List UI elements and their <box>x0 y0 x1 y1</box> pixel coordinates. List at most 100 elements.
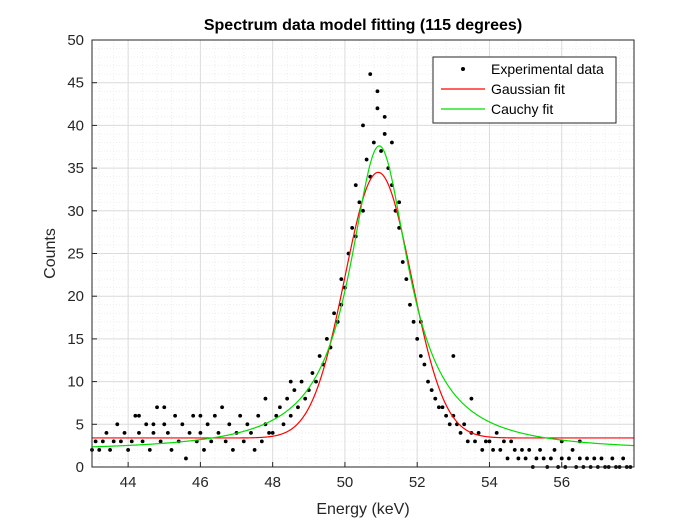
data-point <box>277 405 282 410</box>
data-point <box>129 439 134 444</box>
y-tick-label: 15 <box>67 331 84 348</box>
data-point <box>541 456 546 461</box>
y-tick-label: 0 <box>76 459 84 476</box>
data-point <box>285 396 290 401</box>
x-tick-label: 48 <box>264 474 281 491</box>
data-point <box>473 439 477 444</box>
axis-ticks: 44 46 48 50 52 54 56 0 5 10 15 20 25 30 35 40 45 50 <box>67 32 570 491</box>
data-point <box>570 448 575 452</box>
data-point <box>169 448 174 452</box>
data-point <box>364 157 369 162</box>
data-point <box>357 200 362 205</box>
data-point <box>371 140 376 145</box>
data-point <box>382 132 387 136</box>
legend-marker <box>461 67 465 71</box>
data-point <box>137 413 141 418</box>
y-tick-label: 25 <box>67 246 84 263</box>
data-point <box>509 439 514 444</box>
data-point <box>122 430 127 435</box>
x-tick-label: 46 <box>192 474 209 491</box>
data-point <box>303 396 308 401</box>
data-point <box>465 439 470 444</box>
data-point <box>505 456 510 461</box>
data-point <box>100 439 105 444</box>
data-point <box>444 413 449 418</box>
data-point <box>270 430 275 435</box>
data-point <box>592 456 597 461</box>
data-point <box>115 422 120 427</box>
legend-label: Experimental data <box>491 61 604 77</box>
data-point <box>527 448 532 452</box>
data-point <box>216 430 221 435</box>
data-point <box>491 448 495 452</box>
data-point <box>158 439 163 444</box>
data-point <box>296 405 300 410</box>
data-point <box>162 422 167 427</box>
data-point <box>426 379 430 384</box>
y-axis-label: Counts <box>42 228 59 279</box>
data-point <box>187 430 192 435</box>
data-point <box>198 430 203 435</box>
data-point <box>462 422 467 427</box>
data-point <box>133 413 138 418</box>
data-point <box>538 448 542 452</box>
data-point <box>173 413 178 418</box>
data-point <box>332 311 336 316</box>
x-tick-label: 56 <box>553 474 570 491</box>
data-point <box>447 422 452 427</box>
data-point <box>126 448 131 452</box>
data-point <box>155 405 159 410</box>
data-point <box>144 422 149 427</box>
data-point <box>567 456 571 461</box>
data-point <box>274 413 279 418</box>
data-point <box>205 422 210 427</box>
data-point <box>151 430 156 435</box>
data-point <box>361 123 365 128</box>
data-point <box>111 439 116 444</box>
legend-label: Cauchy fit <box>491 101 553 117</box>
data-point <box>353 183 358 188</box>
chart-title: Spectrum data model fitting (115 degrees… <box>204 17 522 34</box>
data-point <box>191 413 196 418</box>
data-point <box>238 413 243 418</box>
x-tick-label: 54 <box>481 474 498 491</box>
data-point <box>252 448 257 452</box>
legend-entry: Cauchy fit <box>441 101 553 117</box>
x-tick-label: 52 <box>409 474 426 491</box>
data-point <box>502 439 506 444</box>
data-point <box>104 430 109 435</box>
data-point <box>281 422 286 427</box>
data-point <box>162 405 167 410</box>
data-point <box>559 456 564 461</box>
data-point <box>147 448 152 452</box>
data-point <box>97 448 102 452</box>
data-point <box>429 388 434 393</box>
fit-curves <box>92 145 634 448</box>
legend-entry: Gaussian fit <box>441 81 565 97</box>
data-point <box>599 456 604 461</box>
data-point <box>577 456 582 461</box>
y-tick-label: 35 <box>67 160 84 177</box>
data-point <box>314 379 318 384</box>
data-point <box>476 430 481 435</box>
data-point <box>422 362 427 367</box>
data-point <box>548 456 553 461</box>
data-point <box>585 456 589 461</box>
data-point <box>512 448 517 452</box>
data-point <box>400 260 405 264</box>
data-point <box>212 413 217 418</box>
data-point <box>498 448 503 452</box>
data-point <box>227 422 232 427</box>
data-point <box>184 456 188 461</box>
data-point <box>299 379 304 384</box>
legend-label: Gaussian fit <box>491 81 565 97</box>
data-point <box>140 439 145 444</box>
data-point <box>339 277 344 282</box>
y-tick-label: 40 <box>67 117 84 134</box>
y-tick-label: 10 <box>67 374 84 391</box>
data-point <box>440 405 445 410</box>
data-point <box>231 448 235 452</box>
data-point <box>418 354 423 358</box>
data-point <box>350 225 355 230</box>
